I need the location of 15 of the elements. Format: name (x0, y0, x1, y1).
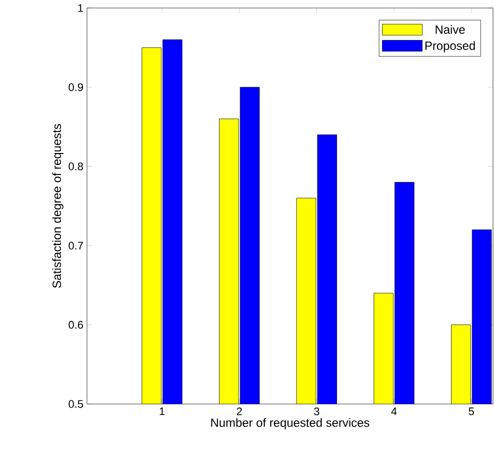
x-tick-label: 5 (468, 408, 474, 416)
y-axis-title: Satisfaction degree of requests (52, 124, 64, 288)
legend-label: Naive (436, 25, 465, 34)
x-tick-label: 4 (391, 408, 397, 416)
y-tick-label: 0.6 (68, 320, 83, 329)
y-tick-label: 0.5 (68, 400, 84, 408)
x-axis-title: Number of requested services (211, 418, 370, 430)
y-tick-label: 0.9 (68, 83, 83, 92)
y-tick-label: 1 (78, 4, 83, 12)
legend-label: Proposed (425, 41, 475, 52)
x-tick-label: 3 (314, 408, 320, 416)
y-tick-label: 0.8 (68, 162, 83, 170)
x-tick-label: 1 (160, 408, 165, 416)
y-tick-label: 0.7 (68, 242, 83, 250)
x-tick-label: 2 (236, 408, 242, 416)
